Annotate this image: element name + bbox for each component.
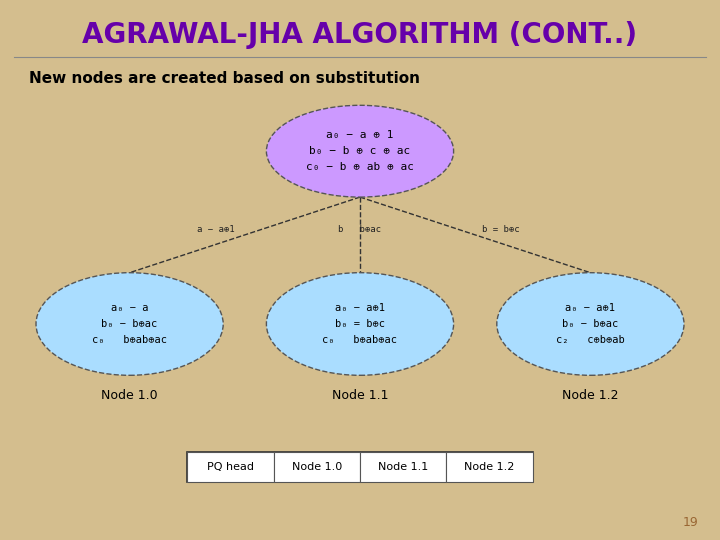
Text: b   b⊕ac: b b⊕ac (338, 225, 382, 234)
Text: Node 1.2: Node 1.2 (464, 462, 515, 472)
FancyBboxPatch shape (187, 453, 533, 482)
Text: Node 1.0: Node 1.0 (292, 462, 342, 472)
Text: b₀ − b ⊕ c ⊕ ac: b₀ − b ⊕ c ⊕ ac (310, 146, 410, 156)
Text: 19: 19 (683, 516, 698, 529)
Text: AGRAWAL-JHA ALGORITHM (CONT..): AGRAWAL-JHA ALGORITHM (CONT..) (82, 21, 638, 49)
Text: c₀   b⊕ab⊕ac: c₀ b⊕ab⊕ac (323, 335, 397, 345)
Text: Node 1.0: Node 1.0 (102, 389, 158, 402)
Text: b₀ − b⊕ac: b₀ − b⊕ac (562, 319, 618, 329)
Text: c₀ − b ⊕ ab ⊕ ac: c₀ − b ⊕ ab ⊕ ac (306, 163, 414, 172)
Ellipse shape (266, 105, 454, 197)
Text: a₀ − a ⊕ 1: a₀ − a ⊕ 1 (326, 130, 394, 140)
Text: Node 1.2: Node 1.2 (562, 389, 618, 402)
Text: a₀ − a⊕1: a₀ − a⊕1 (565, 303, 616, 313)
Text: a₀ − a⊕1: a₀ − a⊕1 (335, 303, 385, 313)
Ellipse shape (497, 273, 684, 375)
Text: PQ head: PQ head (207, 462, 254, 472)
Ellipse shape (266, 273, 454, 375)
Text: Node 1.1: Node 1.1 (378, 462, 428, 472)
Text: b₀ − b⊕ac: b₀ − b⊕ac (102, 319, 158, 329)
Text: a₀ − a: a₀ − a (111, 303, 148, 313)
Text: c₀   b⊕ab⊕ac: c₀ b⊕ab⊕ac (92, 335, 167, 345)
Bar (360, 453, 446, 482)
Ellipse shape (36, 273, 223, 375)
Text: New nodes are created based on substitution: New nodes are created based on substitut… (29, 71, 420, 86)
Text: c₂   c⊕b⊕ab: c₂ c⊕b⊕ab (556, 335, 625, 345)
Text: b₀ = b⊕c: b₀ = b⊕c (335, 319, 385, 329)
Text: a − a⊕1: a − a⊕1 (197, 225, 235, 234)
Text: Node 1.1: Node 1.1 (332, 389, 388, 402)
Bar (274, 453, 360, 482)
Bar (187, 453, 274, 482)
Bar (446, 453, 533, 482)
Text: b = b⊕c: b = b⊕c (482, 225, 519, 234)
